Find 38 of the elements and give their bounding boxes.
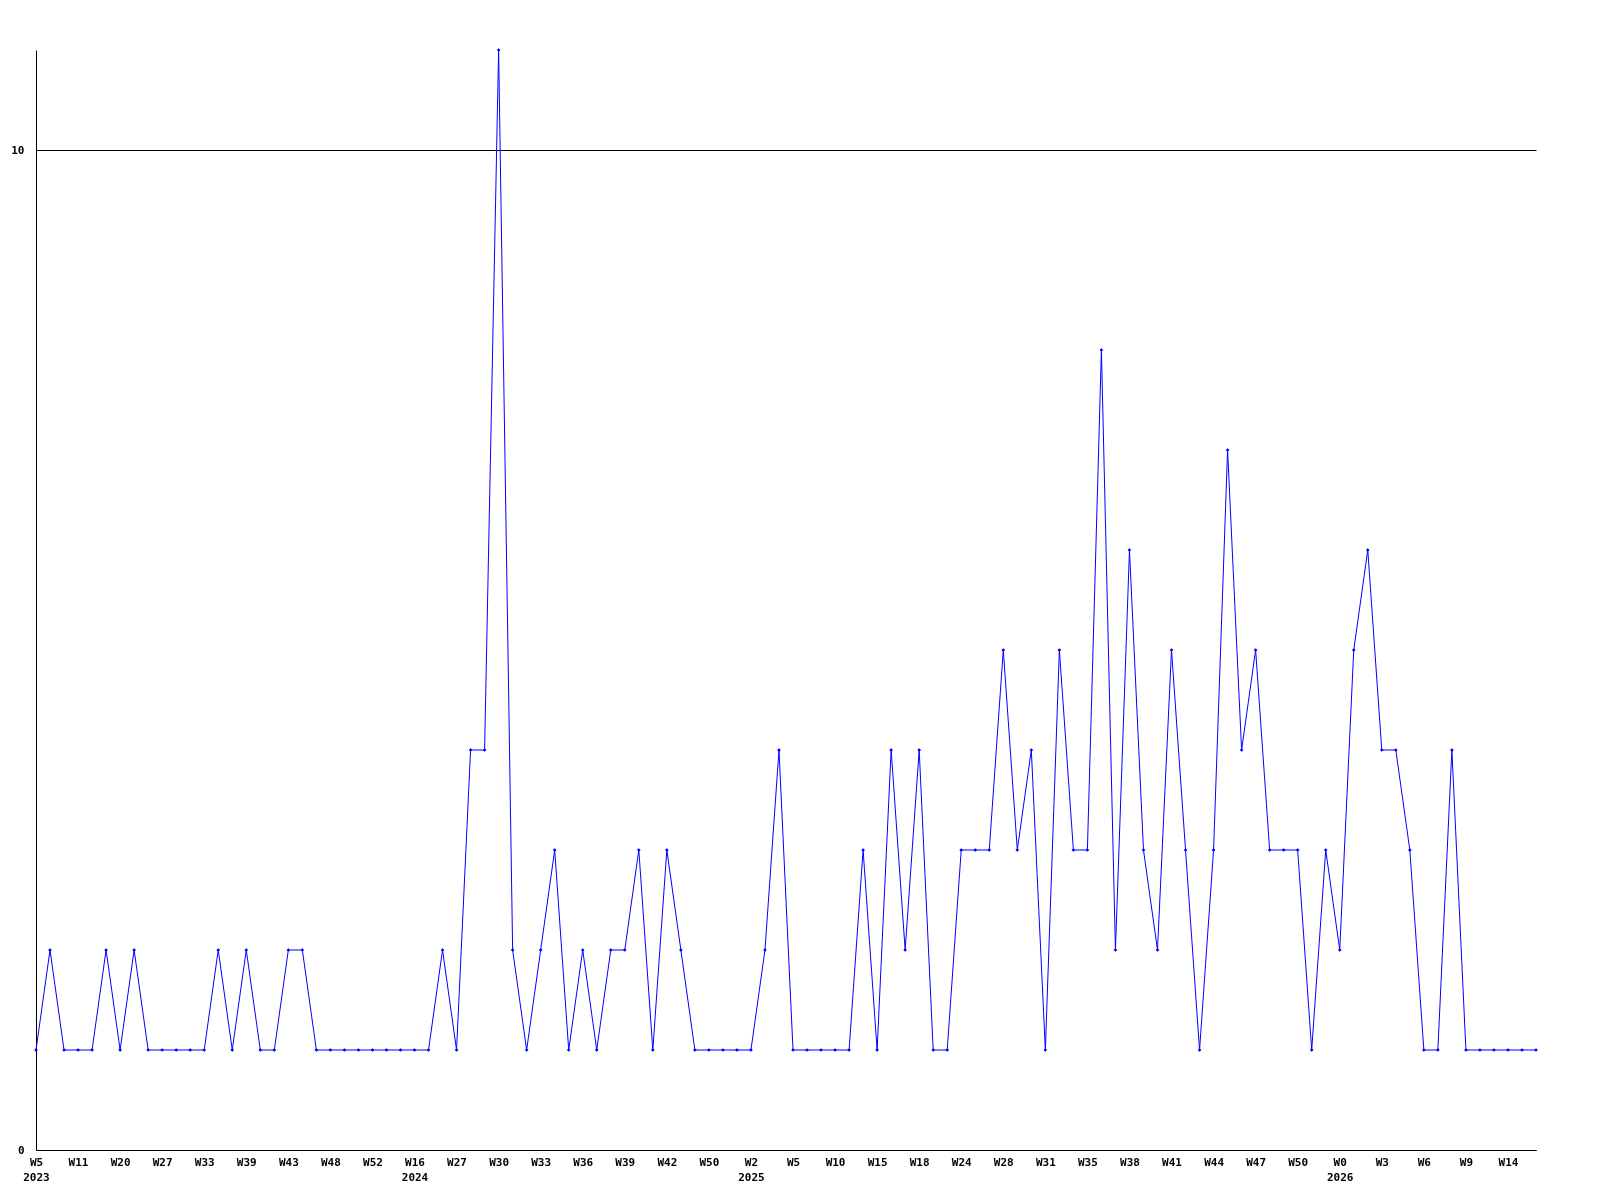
x-tick-label: W39 bbox=[236, 1155, 257, 1169]
x-tick-label: W6 bbox=[1417, 1155, 1432, 1169]
x-tick-label: W41 bbox=[1162, 1155, 1183, 1169]
x-tick-label: W10 bbox=[825, 1155, 846, 1169]
x-tick-label: W24 bbox=[951, 1155, 973, 1169]
x-tick-label: W30 bbox=[489, 1155, 510, 1169]
x-tick-label: W2 2025 bbox=[738, 1155, 765, 1184]
x-tick-label: W44 bbox=[1204, 1155, 1225, 1169]
x-tick-label: W3 bbox=[1375, 1155, 1389, 1169]
x-tick-label: W39 bbox=[615, 1155, 636, 1169]
x-tick-label: W20 bbox=[110, 1155, 131, 1169]
y-tick-label: 0 bbox=[17, 1143, 25, 1157]
x-tick-label: W38 bbox=[1120, 1155, 1140, 1169]
x-tick-label: W18 bbox=[909, 1155, 930, 1169]
x-tick-label: W35 bbox=[1077, 1155, 1098, 1169]
x-tick-label: W36 bbox=[573, 1155, 594, 1169]
x-tick-label: W9 bbox=[1459, 1155, 1474, 1169]
x-tick-label: W16 2024 bbox=[401, 1155, 429, 1184]
x-tick-label: W11 bbox=[68, 1155, 89, 1169]
x-tick-label: W50 bbox=[699, 1155, 720, 1169]
x-tick-label: W43 bbox=[278, 1155, 299, 1169]
x-tick-label: W27 bbox=[447, 1155, 467, 1169]
x-tick-label: W47 bbox=[1246, 1155, 1267, 1169]
x-tick-label: W14 bbox=[1498, 1155, 1519, 1169]
x-tick-label: W5 2023 bbox=[23, 1155, 50, 1184]
x-tick-label: W48 bbox=[320, 1155, 341, 1169]
x-tick-label: W5 bbox=[786, 1155, 801, 1169]
y-tick-label: 10 bbox=[11, 143, 25, 157]
x-tick-label: W50 bbox=[1288, 1155, 1309, 1169]
x-tick-label: W42 bbox=[657, 1155, 678, 1169]
x-tick-label: W52 bbox=[363, 1155, 383, 1169]
x-tick-label: W33 bbox=[194, 1155, 215, 1169]
x-tick-label: W31 bbox=[1035, 1155, 1057, 1169]
x-tick-label: W28 bbox=[993, 1155, 1014, 1169]
x-tick-label: W33 bbox=[531, 1155, 552, 1169]
x-tick-label: W15 bbox=[867, 1155, 888, 1169]
x-tick-label: W0 2026 bbox=[1326, 1155, 1354, 1184]
x-tick-label: W27 bbox=[152, 1155, 173, 1169]
